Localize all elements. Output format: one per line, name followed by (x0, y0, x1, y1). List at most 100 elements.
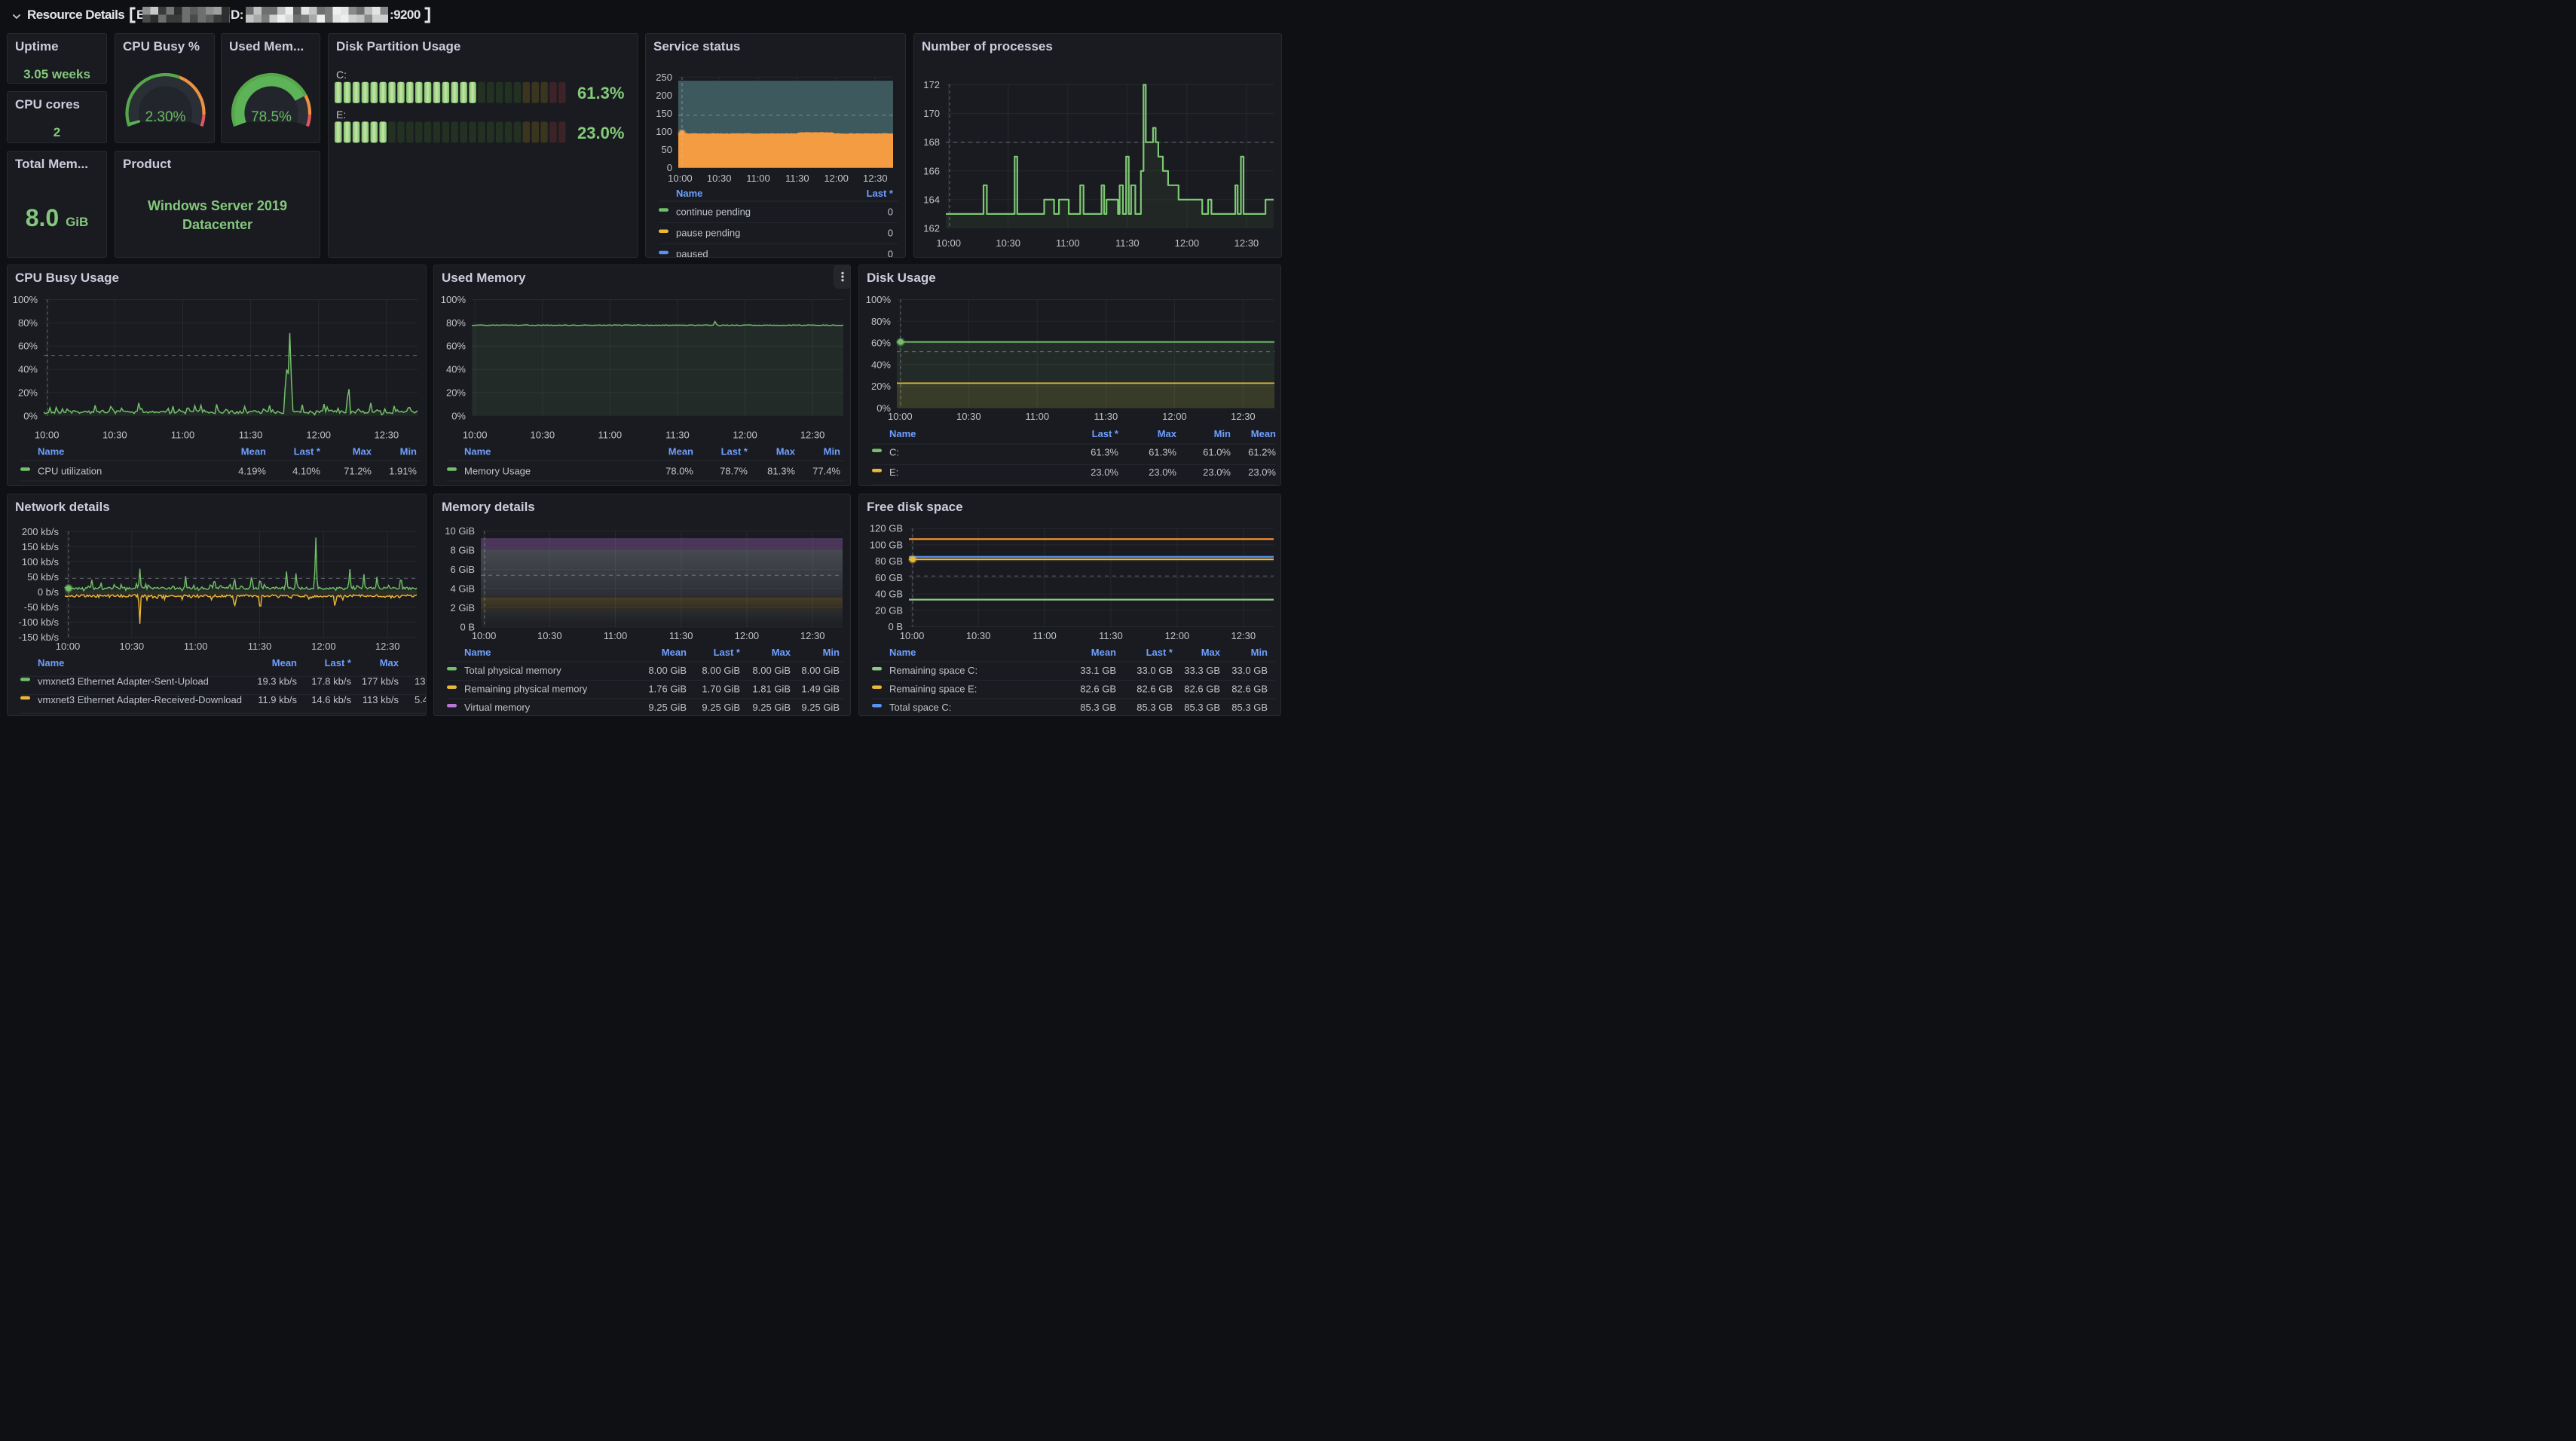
svg-text:Mean: Mean (668, 446, 693, 457)
svg-text:10:00: 10:00 (668, 173, 693, 184)
svg-text:10:00: 10:00 (56, 641, 81, 652)
svg-text:200: 200 (656, 90, 672, 101)
svg-text:Max: Max (353, 446, 372, 457)
svg-text:61.3%: 61.3% (1091, 447, 1118, 458)
svg-text:80%: 80% (446, 317, 466, 329)
svg-text:Memory Usage: Memory Usage (464, 465, 531, 476)
svg-text:11:30: 11:30 (1115, 237, 1140, 249)
svg-text:Last *: Last * (1146, 647, 1173, 658)
svg-text:78.0%: 78.0% (665, 465, 693, 476)
svg-text:E:: E: (336, 109, 346, 121)
svg-text:Min: Min (400, 446, 417, 457)
svg-text:10:30: 10:30 (966, 630, 991, 641)
svg-text:12:30: 12:30 (863, 173, 888, 184)
svg-text:100 GB: 100 GB (870, 539, 903, 550)
svg-text:164: 164 (923, 194, 940, 205)
svg-text:50 kb/s: 50 kb/s (27, 571, 59, 583)
svg-text:81.3%: 81.3% (767, 465, 795, 476)
svg-text:10:00: 10:00 (900, 630, 925, 641)
svg-text:11:00: 11:00 (1056, 237, 1080, 249)
svg-text:0: 0 (667, 162, 672, 173)
svg-text:10:30: 10:30 (996, 237, 1020, 249)
svg-text:100: 100 (656, 126, 672, 137)
svg-text:60 GB: 60 GB (875, 572, 903, 583)
svg-text:40%: 40% (446, 364, 466, 375)
svg-text:200 kb/s: 200 kb/s (22, 526, 60, 537)
svg-text:17.8 kb/s: 17.8 kb/s (311, 675, 351, 687)
svg-text:14.6 kb/s: 14.6 kb/s (311, 694, 351, 705)
svg-text:Name: Name (889, 647, 916, 658)
svg-text:23.0%: 23.0% (1248, 467, 1276, 478)
svg-text:Remaining space C:: Remaining space C: (889, 665, 977, 676)
svg-text:Last *: Last * (714, 647, 741, 658)
svg-text:vmxnet3 Ethernet Adapter-Recei: vmxnet3 Ethernet Adapter-Received-Downlo… (38, 694, 242, 705)
svg-text:23.0%: 23.0% (577, 124, 624, 142)
svg-text:85.3 GB: 85.3 GB (1184, 702, 1220, 713)
svg-text:0: 0 (888, 228, 893, 239)
svg-text:Name: Name (38, 657, 64, 668)
svg-text:10:00: 10:00 (888, 411, 913, 422)
svg-text:Total space C:: Total space C: (889, 702, 951, 713)
svg-text:Mean: Mean (662, 647, 687, 658)
svg-text:10:30: 10:30 (707, 173, 732, 184)
svg-text:11:30: 11:30 (248, 641, 272, 652)
svg-text:11:30: 11:30 (239, 430, 263, 441)
svg-text:Mean: Mean (241, 446, 266, 457)
svg-text:77.4%: 77.4% (812, 465, 840, 476)
svg-text:11:30: 11:30 (785, 173, 809, 184)
svg-text:0%: 0% (451, 410, 466, 421)
svg-text:0%: 0% (23, 410, 38, 421)
svg-text:1.49 GiB: 1.49 GiB (801, 684, 840, 695)
svg-text:vmxnet3 Ethernet Adapter-Sent-: vmxnet3 Ethernet Adapter-Sent-Upload (38, 675, 209, 687)
svg-text:9.25 GiB: 9.25 GiB (752, 702, 791, 713)
svg-text:pause pending: pause pending (676, 228, 740, 239)
svg-text:11:30: 11:30 (1094, 411, 1118, 422)
svg-text:100%: 100% (866, 294, 892, 305)
svg-text:61.3%: 61.3% (1149, 447, 1176, 458)
svg-text:120 GB: 120 GB (870, 523, 903, 534)
svg-text:11:30: 11:30 (1099, 630, 1123, 641)
svg-text:150 kb/s: 150 kb/s (22, 541, 60, 552)
svg-text:40%: 40% (871, 359, 891, 370)
svg-text:0: 0 (888, 206, 893, 217)
svg-text:-100 kb/s: -100 kb/s (19, 616, 60, 628)
svg-text:C:: C: (889, 447, 899, 458)
svg-text:5.4 kb/s: 5.4 kb/s (415, 694, 427, 705)
svg-text:0%: 0% (877, 402, 891, 414)
svg-text:177 kb/s: 177 kb/s (362, 675, 399, 687)
svg-text:132 kb/s: 132 kb/s (415, 675, 427, 687)
svg-text:12:00: 12:00 (311, 641, 336, 652)
svg-text:12:00: 12:00 (1175, 237, 1200, 249)
svg-text:12:30: 12:30 (1234, 237, 1259, 249)
svg-text:Mean: Mean (1091, 647, 1116, 658)
svg-text:162: 162 (923, 223, 940, 234)
svg-text:20 GB: 20 GB (875, 604, 903, 616)
svg-text:Last *: Last * (294, 446, 321, 457)
svg-text:10:30: 10:30 (531, 430, 555, 441)
svg-text:Max: Max (772, 647, 791, 658)
svg-text:61.3%: 61.3% (577, 84, 624, 102)
svg-text:Last *: Last * (1092, 428, 1119, 439)
svg-text:40 GB: 40 GB (875, 589, 903, 600)
svg-text:8.00 GiB: 8.00 GiB (648, 665, 687, 676)
svg-text:20%: 20% (18, 387, 38, 398)
svg-text:Name: Name (676, 188, 702, 199)
svg-text:10 GiB: 10 GiB (445, 525, 475, 537)
svg-text:8.00 GiB: 8.00 GiB (801, 665, 840, 676)
svg-text:19.3 kb/s: 19.3 kb/s (257, 675, 297, 687)
svg-text:11:00: 11:00 (1033, 630, 1057, 641)
svg-text:172: 172 (923, 79, 940, 90)
svg-text:11:00: 11:00 (171, 430, 195, 441)
svg-text:82.6 GB: 82.6 GB (1184, 684, 1220, 695)
svg-text:0 b/s: 0 b/s (38, 586, 60, 598)
svg-text:85.3 GB: 85.3 GB (1080, 702, 1116, 713)
svg-text:Max: Max (1201, 647, 1221, 658)
svg-text:6 GiB: 6 GiB (450, 564, 475, 575)
svg-text:50: 50 (662, 144, 672, 155)
svg-text:12:00: 12:00 (1162, 411, 1187, 422)
svg-text:Remaining space E:: Remaining space E: (889, 684, 977, 695)
svg-text:12:30: 12:30 (375, 641, 400, 652)
svg-text:60%: 60% (446, 341, 466, 352)
svg-text:1.76 GiB: 1.76 GiB (648, 684, 687, 695)
svg-text:Name: Name (464, 647, 491, 658)
